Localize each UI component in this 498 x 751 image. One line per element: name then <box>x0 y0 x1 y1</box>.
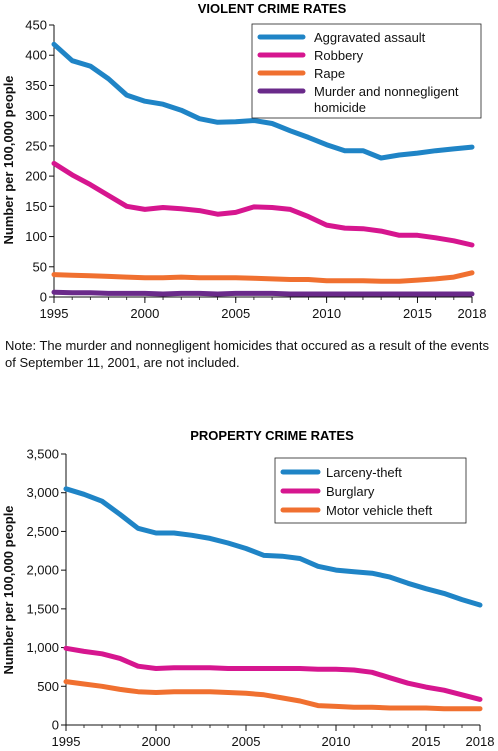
property-plot-area: 0 500 1,000 1,500 2,000 2,500 3,000 3,500 1995 20… <box>26 447 494 750</box>
violent-series-line-3 <box>51 289 475 297</box>
violent-y-tick-label: 350 <box>25 78 47 93</box>
violent-y-tick-label: 150 <box>25 199 47 214</box>
property-series-line-0 <box>63 486 483 608</box>
property-y-tick-label: 500 <box>37 679 59 694</box>
violent-crime-chart: VIOLENT CRIME RATES Number per 100,000 p… <box>1 1 486 321</box>
property-x-tick-label: 2005 <box>232 734 261 749</box>
property-x-tick-label: 2000 <box>142 734 171 749</box>
violent-x-tick-label: 2018 <box>458 306 487 321</box>
property-y-tick-label: 3,500 <box>26 447 59 462</box>
violent-series-line-1 <box>51 160 475 248</box>
footnote: Note: The murder and nonnegligent homici… <box>5 338 489 370</box>
violent-legend-label-murder-line2: homicide <box>314 100 366 115</box>
violent-y-axis-label: Number per 100,000 people <box>1 75 16 244</box>
property-crime-chart: PROPERTY CRIME RATES Number per 100,000 … <box>1 428 494 749</box>
property-y-axis-label: Number per 100,000 people <box>1 505 16 674</box>
property-y-tick-label: 3,000 <box>26 485 59 500</box>
property-x-tick-label: 1995 <box>52 734 81 749</box>
property-y-tick-label: 1,500 <box>26 601 59 616</box>
violent-x-tick-label: 1995 <box>40 306 69 321</box>
violent-legend-label-murder: Murder and nonnegligent homicide <box>314 84 462 115</box>
violent-legend: Aggravated assault Robbery Rape Murder a… <box>251 23 482 119</box>
violent-y-tick-label: 50 <box>33 259 47 274</box>
property-x-tick-label: 2018 <box>466 734 495 749</box>
violent-legend-label-murder-line1: Murder and nonnegligent <box>314 84 459 99</box>
property-chart-title: PROPERTY CRIME RATES <box>190 428 354 443</box>
violent-y-tick-label: 200 <box>25 169 47 184</box>
violent-plot-area: 0 50 100 150 200 250 300 350 400 450 1995 2000 2005 2… <box>25 18 486 322</box>
property-legend-label-larceny: Larceny-theft <box>326 465 402 480</box>
violent-series-line-2 <box>51 270 475 284</box>
property-y-tick-label: 2,000 <box>26 563 59 578</box>
property-series-line-2 <box>63 679 483 712</box>
violent-legend-label-robbery: Robbery <box>314 48 364 63</box>
property-x-tick-label: 2015 <box>412 734 441 749</box>
violent-x-tick-label: 2005 <box>221 306 250 321</box>
violent-x-tick-label: 2000 <box>130 306 159 321</box>
violent-y-tick-label: 250 <box>25 138 47 153</box>
violent-y-tick-label: 450 <box>25 18 47 33</box>
violent-legend-label-assault: Aggravated assault <box>314 30 426 45</box>
property-y-tick-label: 0 <box>52 718 59 733</box>
property-legend-label-burglary: Burglary <box>326 484 375 499</box>
violent-x-tick-label: 2010 <box>312 306 341 321</box>
violent-series-line-0 <box>51 41 475 161</box>
property-y-tick-label: 1,000 <box>26 640 59 655</box>
violent-chart-title: VIOLENT CRIME RATES <box>198 1 347 16</box>
violent-y-tick-label: 100 <box>25 229 47 244</box>
property-series-line-1 <box>63 645 483 702</box>
property-x-tick-label: 2010 <box>322 734 351 749</box>
violent-y-tick-label: 0 <box>40 290 47 305</box>
property-legend-label-motor: Motor vehicle theft <box>326 503 433 518</box>
property-y-tick-label: 2,500 <box>26 524 59 539</box>
violent-x-tick-label: 2015 <box>403 306 432 321</box>
violent-y-tick-label: 400 <box>25 48 47 63</box>
violent-legend-label-rape: Rape <box>314 66 345 81</box>
violent-y-tick-label: 300 <box>25 108 47 123</box>
property-legend: Larceny-theft Burglary Motor vehicle the… <box>274 457 467 524</box>
